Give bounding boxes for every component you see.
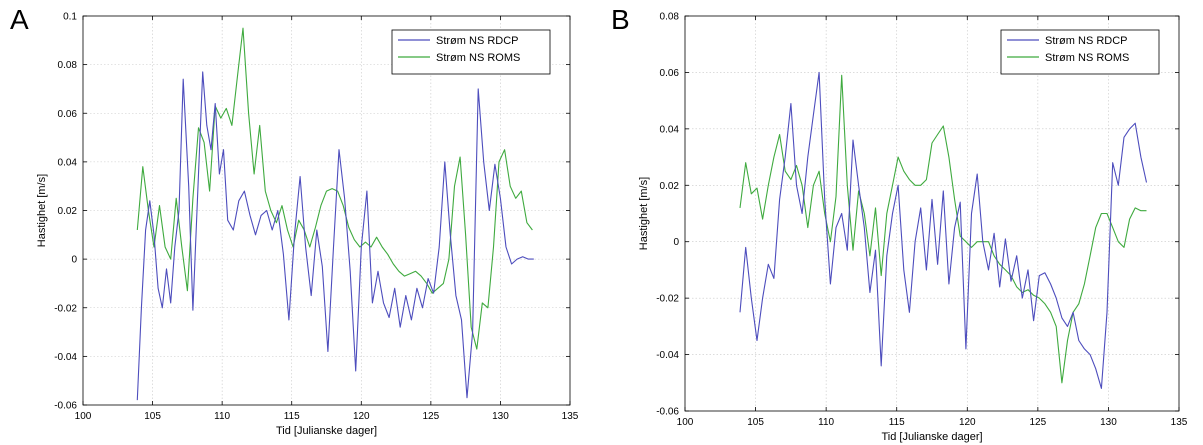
legend-entry: Strøm NS RDCP [436,35,519,47]
y-tick-label: 0.02 [58,206,78,217]
y-tick-label: -0.06 [656,407,679,418]
y-tick-label: 0 [71,255,77,266]
y-tick-label: 0.1 [63,12,77,23]
series-line-rdcp [739,71,1148,389]
y-tick-label: 0.06 [660,68,680,79]
x-axis-label: Tid [Julianske dager] [881,431,982,443]
x-tick-label: 115 [284,411,300,422]
x-tick-label: 120 [959,417,976,428]
legend-box [1000,29,1160,75]
x-tick-label: 135 [1171,417,1188,428]
series-line-roms [739,74,1147,384]
x-tick-label: 100 [677,417,694,428]
chart-panel-a: A 100 105 110 115 120 125 130 135 -0.06 -0.04 -0.0… [0,0,601,445]
x-tick-label: 110 [214,411,230,422]
y-tick-label: 0.04 [660,124,680,135]
x-tick-label: 100 [75,411,92,422]
x-tick-label: 135 [562,411,579,422]
y-axis-label: Hastighet [m/s] [638,177,650,250]
x-tick-label: 130 [492,411,509,422]
chart-panel-b: B 100 105 110 115 120 125 130 135 -0.06 -0.04 -0.0… [601,0,1202,445]
y-tick-label: 0.04 [58,157,78,168]
chart-b: 100 105 110 115 120 125 130 135 -0.06 -0.04 -0.02 0… [638,12,1188,444]
x-tick-label: 115 [889,417,905,428]
x-tick-label: 105 [144,411,161,422]
x-tick-label: 110 [818,417,834,428]
chart-a: 100 105 110 115 120 125 130 135 -0.06 -0.04 -0.02 0… [36,12,579,438]
y-tick-label: 0.02 [660,181,680,192]
y-tick-label: -0.04 [656,350,679,361]
x-tick-label: 120 [353,411,370,422]
x-tick-label: 125 [423,411,440,422]
series-line-roms [136,27,533,350]
panel-letter-b: B [611,4,630,35]
x-axis-label: Tid [Julianske dager] [276,425,377,437]
legend-entry: Strøm NS ROMS [436,52,520,64]
y-tick-label: 0.06 [58,109,78,120]
y-tick-label: 0.08 [58,60,78,71]
y-tick-label: -0.04 [54,352,77,363]
legend-entry: Strøm NS ROMS [1045,52,1129,64]
series-line-rdcp [136,71,534,401]
y-tick-label: -0.02 [54,303,77,314]
y-axis-label: Hastighet [m/s] [36,174,48,247]
y-tick-label: 0.08 [660,12,680,23]
y-tick-label: -0.02 [656,294,679,305]
axes-frame [684,15,1180,412]
plot-area [685,16,1179,411]
legend-box [391,29,551,75]
legend-entry: Strøm NS RDCP [1045,35,1128,47]
legend: Strøm NS RDCP Strøm NS ROMS [391,29,551,75]
x-tick-label: 125 [1030,417,1047,428]
y-tick-label: 0 [673,237,679,248]
panel-letter-a: A [10,4,29,35]
y-tick-label: -0.06 [54,401,77,412]
x-tick-label: 130 [1100,417,1117,428]
legend: Strøm NS RDCP Strøm NS ROMS [1000,29,1160,75]
x-tick-label: 105 [747,417,764,428]
